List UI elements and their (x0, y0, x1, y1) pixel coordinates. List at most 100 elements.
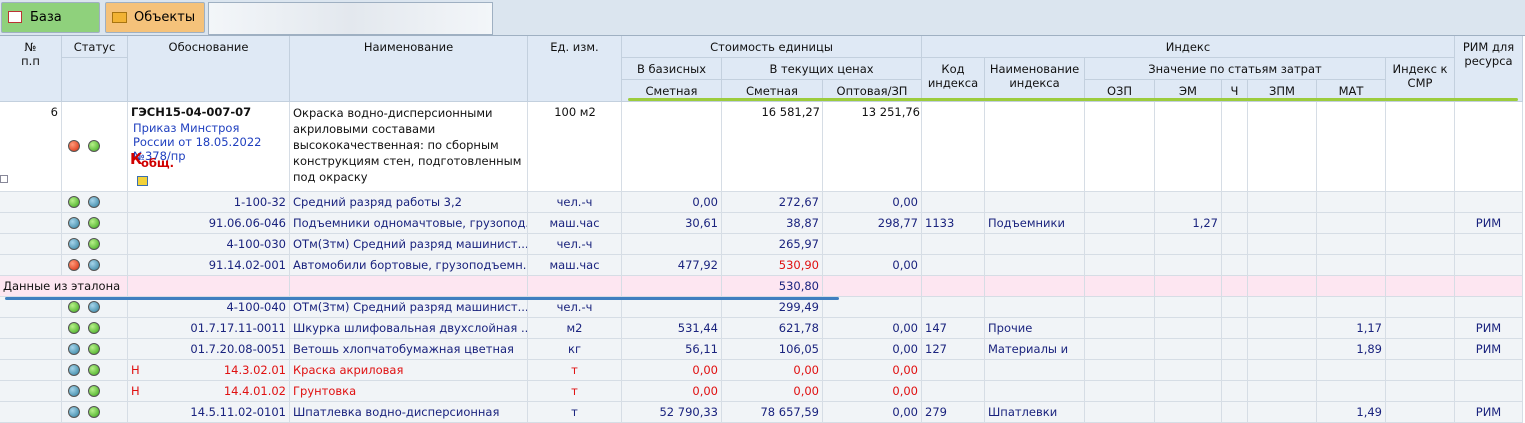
status-dot (88, 406, 100, 418)
cell: Шпатлевки (985, 402, 1085, 423)
cell (1248, 318, 1317, 339)
cell (1155, 339, 1222, 360)
cell (985, 255, 1085, 276)
cell (1248, 192, 1317, 213)
cell: т (528, 381, 622, 402)
cell (985, 276, 1085, 297)
cell (1155, 360, 1222, 381)
cell (128, 102, 290, 192)
status-dot (68, 196, 80, 208)
cell: РИМ (1455, 213, 1523, 234)
coef: К (130, 150, 143, 168)
status-dot (88, 301, 100, 313)
cell: 0,00 (622, 381, 722, 402)
status-dot (68, 301, 80, 313)
cell: 0,00 (622, 360, 722, 381)
cell: маш.час (528, 213, 622, 234)
cell: Подъемники одномачтовые, грузопод... (290, 213, 528, 234)
cell: т (528, 402, 622, 423)
cell: Шкурка шлифовальная двухслойная ... (290, 318, 528, 339)
cell (1455, 234, 1523, 255)
row-number: 6 (50, 105, 58, 119)
cell: 78 657,59 (722, 402, 823, 423)
cell: 1,89 (1317, 339, 1386, 360)
cell (1386, 381, 1455, 402)
header-cell (62, 58, 128, 102)
cell: 14.4.01.02 (128, 381, 290, 402)
cell (922, 381, 985, 402)
cell (985, 381, 1085, 402)
cell: кг (528, 339, 622, 360)
icon (137, 176, 148, 186)
header-cell: РИМ для ресурса (1455, 36, 1523, 102)
cell: 530,80 (722, 276, 823, 297)
cell: 0,00 (622, 192, 722, 213)
cell (1155, 255, 1222, 276)
cell: м2 (528, 318, 622, 339)
header-cell: Обоснование (128, 36, 290, 102)
cell (1386, 318, 1455, 339)
cell (0, 360, 62, 381)
cell (1248, 402, 1317, 423)
tab-blurred[interactable] (208, 2, 493, 35)
cell: 265,97 (722, 234, 823, 255)
cell: 4-100-030 (128, 234, 290, 255)
status-dot (88, 238, 100, 250)
cell (1222, 234, 1248, 255)
cell (1317, 234, 1386, 255)
cell (1386, 234, 1455, 255)
cell (722, 102, 823, 192)
cell (290, 102, 528, 192)
cell (1155, 318, 1222, 339)
cell (1155, 297, 1222, 318)
cell (1386, 297, 1455, 318)
cell (1248, 255, 1317, 276)
cell (1085, 402, 1155, 423)
cell (1155, 381, 1222, 402)
status-dot (88, 196, 100, 208)
cell (922, 192, 985, 213)
cell (1317, 360, 1386, 381)
header-cell: Ед. изм. (528, 36, 622, 102)
cell: 298,77 (823, 213, 922, 234)
value: 16 581,27 (761, 105, 820, 119)
cell (985, 297, 1085, 318)
cell: Материалы и (985, 339, 1085, 360)
status-dot (68, 259, 80, 271)
cell: Средний разряд работы 3,2 (290, 192, 528, 213)
cell: 0,00 (823, 381, 922, 402)
cell (622, 276, 722, 297)
cell: 1,17 (1317, 318, 1386, 339)
cell (922, 102, 985, 192)
cell: РИМ (1455, 339, 1523, 360)
cell (0, 192, 62, 213)
cell (1085, 192, 1155, 213)
cell (1222, 381, 1248, 402)
cell (1085, 381, 1155, 402)
tab-icon (112, 12, 127, 23)
cell: 477,92 (622, 255, 722, 276)
cell (0, 102, 62, 192)
cell (528, 276, 622, 297)
collapse-icon (0, 175, 8, 183)
main-row[interactable]: 6 ГЭСН15-04-007-07 Приказ Минстроя России … (0, 102, 1523, 192)
unit: 100 м2 (554, 105, 596, 119)
cell (0, 339, 62, 360)
cell (1222, 360, 1248, 381)
cell: 272,67 (722, 192, 823, 213)
header-cell: Индекс (922, 36, 1455, 58)
cell (1317, 297, 1386, 318)
cell (922, 234, 985, 255)
cell (1085, 213, 1155, 234)
cell (1248, 102, 1317, 192)
cell (823, 276, 922, 297)
cell (1455, 255, 1523, 276)
order-link: Приказ Минстроя России от 18.05.2022 №37… (133, 121, 262, 163)
cell (1222, 213, 1248, 234)
cell: 01.7.17.11-0011 (128, 318, 290, 339)
cell (1222, 402, 1248, 423)
header-cell: № п.п (0, 36, 62, 102)
cell (1317, 192, 1386, 213)
cell: РИМ (1455, 402, 1523, 423)
